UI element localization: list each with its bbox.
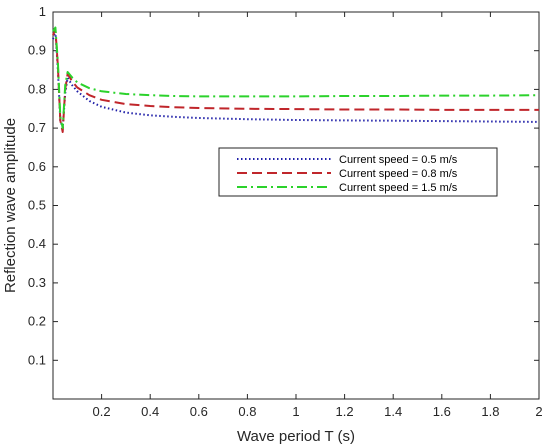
series-line-2 <box>52 28 539 133</box>
axes: 0.2 0.4 0.6 0.8 1 1.2 1.4 1.6 1.8 2 0.1 0.2 0.3 0.4 0.… <box>28 4 543 419</box>
y-tick-label: 0.9 <box>28 43 46 58</box>
y-tick-label: 0.1 <box>28 352 46 367</box>
x-tick-label: 1.8 <box>481 404 499 419</box>
y-tick-label: 0.7 <box>28 120 46 135</box>
x-axis-label: Wave period T (s) <box>237 428 355 445</box>
y-tick-label: 0.3 <box>28 275 46 290</box>
legend-label-2: Current speed = 0.8 m/s <box>339 168 458 180</box>
legend: Current speed = 0.5 m/s Current speed = 0… <box>218 147 498 197</box>
x-tick-label: 0.8 <box>238 404 256 419</box>
y-axis-label: Reflection wave amplitude <box>2 118 19 293</box>
y-tick-label: 0.5 <box>28 198 46 213</box>
x-tick-label: 0.4 <box>141 404 159 419</box>
y-tick-label: 0.8 <box>28 81 46 96</box>
x-tick-label: 1 <box>292 404 299 419</box>
y-tick-label: 0.2 <box>28 314 46 329</box>
x-tick-label: 1.4 <box>384 404 402 419</box>
y-tick-label: 1 <box>39 4 46 19</box>
legend-label-3: Current speed = 1.5 m/s <box>339 182 458 194</box>
plot-frame <box>52 11 540 400</box>
series-layer <box>52 26 540 133</box>
x-tick-label: 0.6 <box>190 404 208 419</box>
x-tick-label: 0.2 <box>93 404 111 419</box>
y-tick-label: 0.4 <box>28 236 46 251</box>
x-tick-label: 1.2 <box>336 404 354 419</box>
legend-label-1: Current speed = 0.5 m/s <box>339 154 458 166</box>
x-tick-label: 2 <box>535 404 542 419</box>
series-line-1 <box>52 30 540 130</box>
y-tick-label: 0.6 <box>28 159 46 174</box>
series-line-3 <box>52 26 540 130</box>
x-tick-label: 1.6 <box>433 404 451 419</box>
